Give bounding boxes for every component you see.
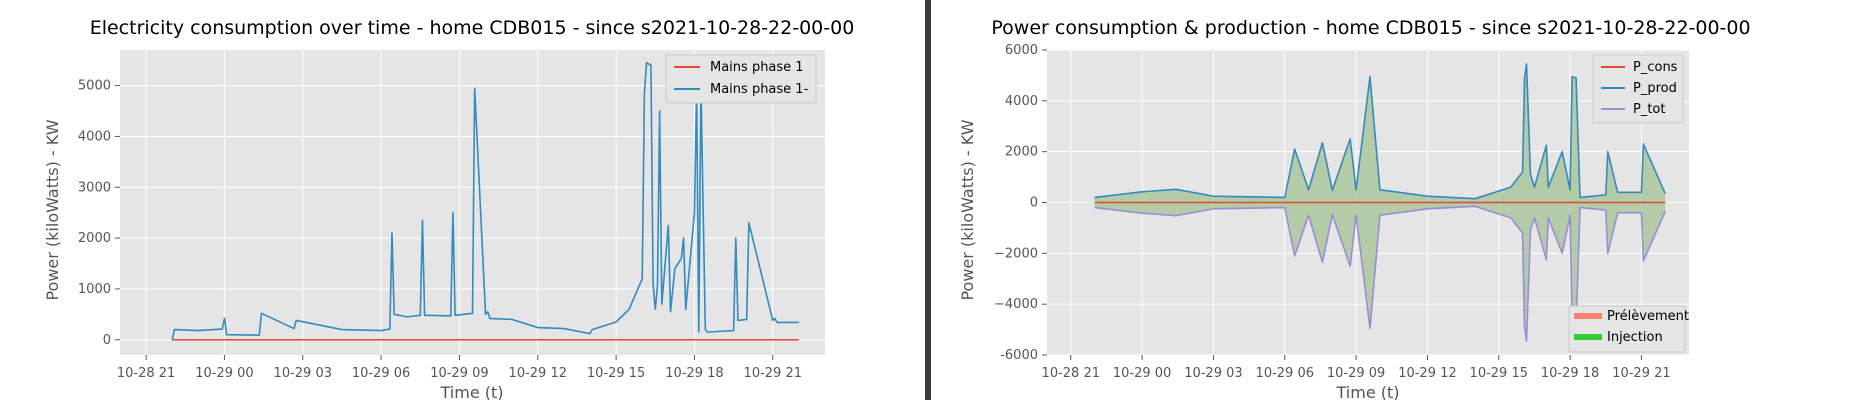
x-axis-label: Time (t) xyxy=(1336,383,1400,400)
legend-box xyxy=(665,54,817,104)
y-tick-label: 0 xyxy=(103,333,111,348)
series-line-mains-phase-1 xyxy=(171,61,799,340)
x-tick-label: 10-29 18 xyxy=(665,366,723,381)
x-tick-label: 10-29 15 xyxy=(587,366,645,381)
legend-mains-phase-1: Mains phase 1 xyxy=(710,60,804,75)
y-tick-label: 5000 xyxy=(78,79,111,94)
x-tick-label: 10-29 12 xyxy=(1398,366,1456,381)
legend: P_cons P_prod P_tot xyxy=(1592,54,1684,124)
x-tick-label: 10-29 18 xyxy=(1541,366,1599,381)
x-tick-label: 10-29 03 xyxy=(274,366,332,381)
x-tick-label: 10-28 21 xyxy=(117,366,175,381)
x-tick-label: 10-29 06 xyxy=(352,366,410,381)
y-tick-label: 4000 xyxy=(1005,94,1038,109)
y-tick-label: −2000 xyxy=(994,246,1038,261)
series-line-p-prod xyxy=(1094,63,1666,200)
y-tick-label: 3000 xyxy=(78,180,111,195)
x-tick-label: 10-28 21 xyxy=(1042,366,1100,381)
y-ticks: -6000 −4000 −2000 0 2000 4000 6000 xyxy=(994,43,1047,363)
legend-box xyxy=(1592,54,1684,124)
chart-title: Electricity consumption over time - home… xyxy=(90,17,855,39)
series-line-p-tot xyxy=(1094,205,1666,342)
x-ticks: 10-28 21 10-29 00 10-29 03 10-29 06 10-29 09… xyxy=(117,355,802,381)
fill-legend: Prélèvement Injection xyxy=(1568,305,1689,353)
legend-swatch-prelevement xyxy=(1574,313,1602,319)
x-tick-label: 10-29 09 xyxy=(430,366,488,381)
legend-p-prod: P_prod xyxy=(1633,81,1677,96)
left-chart: Electricity consumption over time - home… xyxy=(43,17,855,400)
y-tick-label: 4000 xyxy=(78,129,111,144)
legend-mains-phase-1-minus: Mains phase 1- xyxy=(710,82,809,97)
x-tick-label: 10-29 21 xyxy=(744,366,802,381)
y-tick-label: 1000 xyxy=(78,282,111,297)
x-tick-label: 10-29 00 xyxy=(1113,366,1171,381)
right-chart: Power consumption & production - home CD… xyxy=(958,17,1751,400)
panel-divider xyxy=(925,0,931,400)
legend-swatch-injection xyxy=(1574,334,1602,340)
y-tick-label: -6000 xyxy=(1000,348,1038,363)
x-tick-label: 10-29 03 xyxy=(1184,366,1242,381)
legend: Mains phase 1 Mains phase 1- xyxy=(665,54,817,104)
y-axis-label: Power (kiloWatts) - KW xyxy=(958,119,977,300)
x-tick-label: 10-29 00 xyxy=(195,366,253,381)
series-group xyxy=(1094,63,1666,342)
y-tick-label: 2000 xyxy=(78,231,111,246)
x-tick-label: 10-29 09 xyxy=(1327,366,1385,381)
chart-title: Power consumption & production - home CD… xyxy=(991,17,1750,39)
y-tick-label: 0 xyxy=(1030,196,1038,211)
y-axis-label: Power (kiloWatts) - KW xyxy=(43,119,62,300)
y-tick-label: −4000 xyxy=(994,297,1038,312)
x-tick-label: 10-29 15 xyxy=(1470,366,1528,381)
x-tick-label: 10-29 21 xyxy=(1612,366,1670,381)
legend-p-cons: P_cons xyxy=(1633,60,1678,75)
legend-p-tot: P_tot xyxy=(1633,102,1666,117)
legend-injection: Injection xyxy=(1607,330,1663,345)
series-group xyxy=(171,61,799,341)
x-tick-label: 10-29 06 xyxy=(1256,366,1314,381)
x-axis-label: Time (t) xyxy=(440,383,504,400)
y-tick-label: 6000 xyxy=(1005,43,1038,58)
y-tick-label: 2000 xyxy=(1005,145,1038,160)
y-ticks: 0 1000 2000 3000 4000 5000 xyxy=(78,79,120,348)
legend-prelevement: Prélèvement xyxy=(1607,309,1689,324)
x-tick-label: 10-29 12 xyxy=(509,366,567,381)
x-ticks: 10-28 21 10-29 00 10-29 03 10-29 06 10-29 09… xyxy=(1042,355,1671,381)
